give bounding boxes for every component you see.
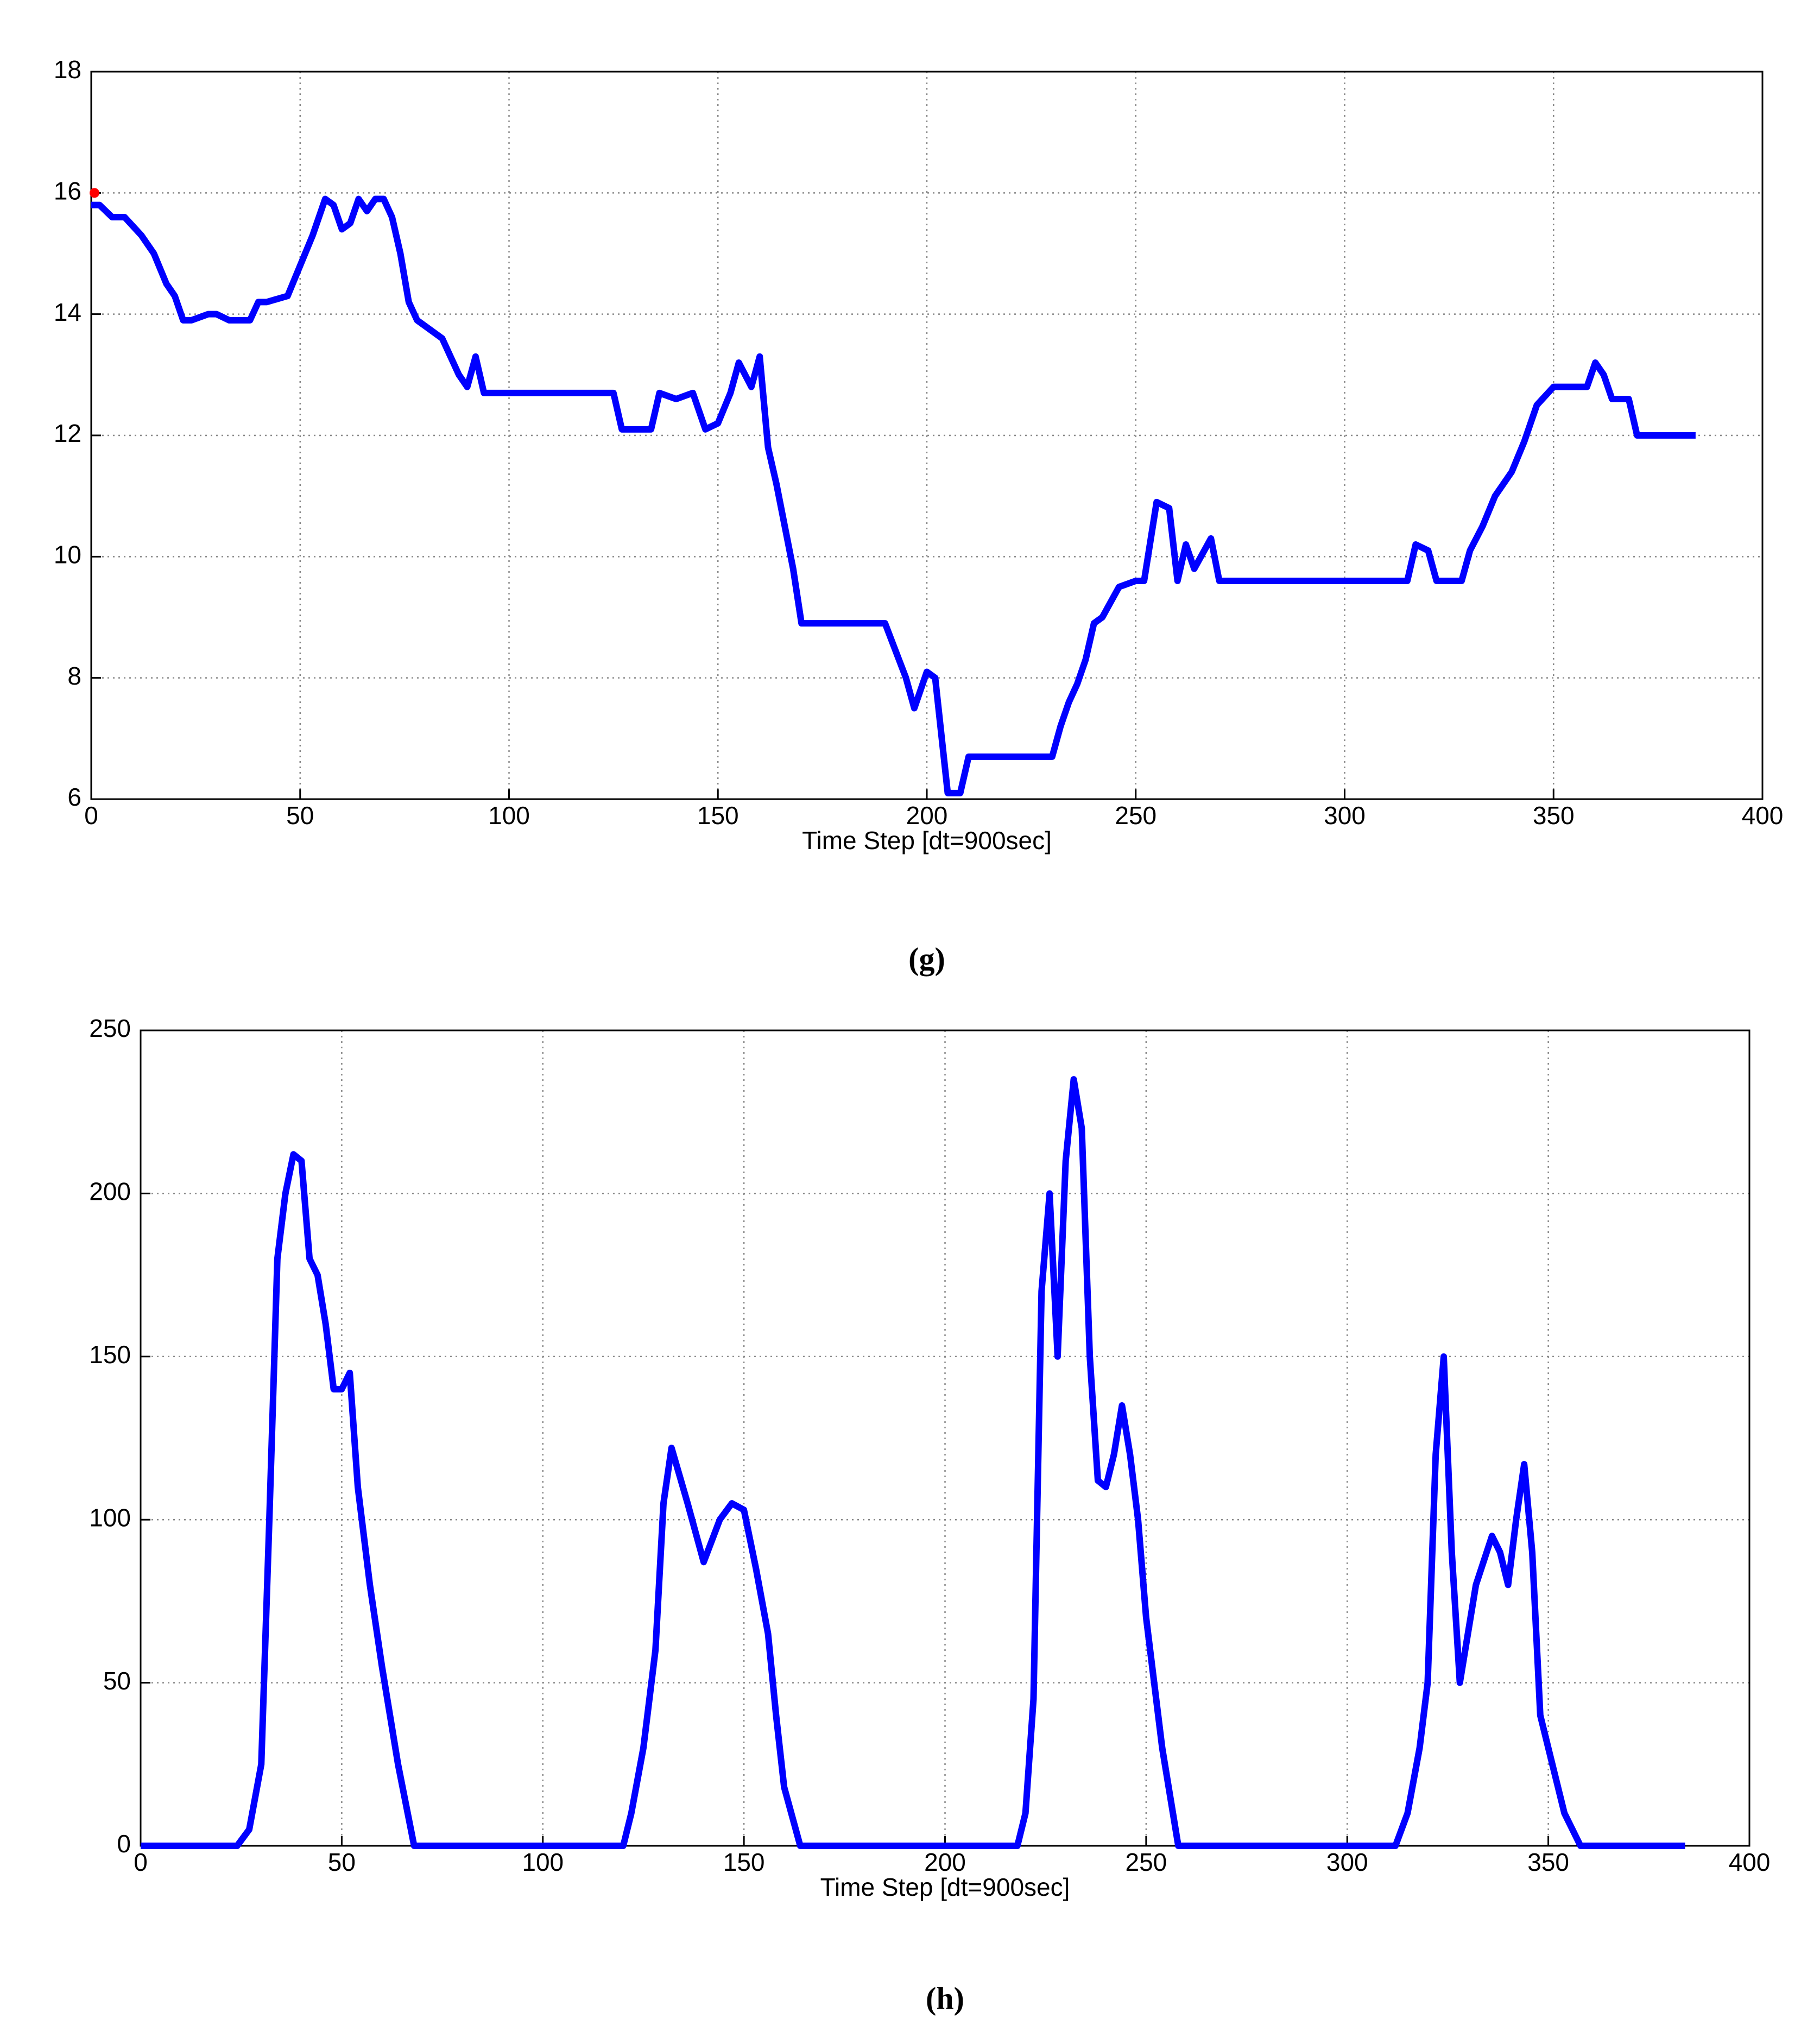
x-tick-label: 250	[1115, 801, 1157, 830]
caption: (g)	[908, 941, 945, 976]
y-tick-label: 12	[54, 419, 81, 447]
x-axis-label: Time Step [dt=900sec]	[802, 826, 1052, 855]
x-tick-label: 50	[328, 1848, 356, 1876]
caption: (h)	[926, 1980, 964, 2016]
y-tick-label: 6	[67, 783, 81, 811]
y-tick-label: 18	[54, 55, 81, 84]
x-axis-label: Time Step [dt=900sec]	[820, 1873, 1070, 1901]
x-tick-label: 0	[84, 801, 98, 830]
y-tick-label: 250	[89, 1014, 131, 1042]
x-tick-label: 100	[522, 1848, 564, 1876]
y-tick-label: 14	[54, 298, 81, 326]
x-tick-label: 350	[1527, 1848, 1569, 1876]
x-tick-label: 200	[924, 1848, 966, 1876]
x-tick-label: 350	[1533, 801, 1575, 830]
y-tick-label: 200	[89, 1178, 131, 1206]
x-tick-label: 150	[697, 801, 739, 830]
y-tick-label: 50	[103, 1667, 131, 1695]
x-tick-label: 150	[723, 1848, 765, 1876]
x-tick-label: 0	[134, 1848, 148, 1876]
x-tick-label: 400	[1729, 1848, 1771, 1876]
x-tick-label: 300	[1326, 1848, 1368, 1876]
x-tick-label: 400	[1742, 801, 1784, 830]
plot-frame	[90, 71, 1764, 800]
x-tick-label: 50	[286, 801, 314, 830]
y-tick-label: 16	[54, 176, 81, 205]
x-tick-label: 200	[906, 801, 948, 830]
y-tick-label: 150	[89, 1340, 131, 1369]
y-tick-label: 8	[67, 662, 81, 690]
x-tick-label: 250	[1126, 1848, 1167, 1876]
y-tick-label: 10	[54, 540, 81, 568]
x-tick-label: 100	[488, 801, 530, 830]
series-line	[141, 1076, 1685, 1849]
series-line	[91, 195, 1696, 796]
y-tick-label: 100	[89, 1503, 131, 1531]
marker	[90, 188, 99, 198]
x-tick-label: 300	[1324, 801, 1366, 830]
y-tick-label: 0	[117, 1830, 131, 1858]
